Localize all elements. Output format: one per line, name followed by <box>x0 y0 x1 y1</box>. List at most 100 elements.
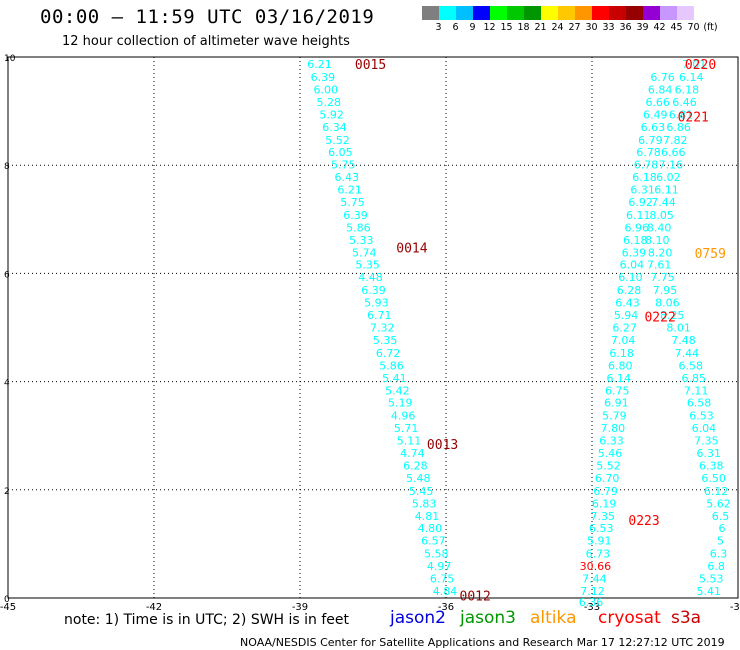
wave-height-label: 6.31 <box>697 447 722 460</box>
wave-height-label: 6.39 <box>311 71 336 84</box>
wave-height-label: 6.50 <box>701 472 726 485</box>
page-subtitle: 12 hour collection of altimeter wave hei… <box>62 34 350 49</box>
wave-height-label: 5.52 <box>325 134 350 147</box>
y-tick-label: 0 <box>4 595 10 605</box>
wave-height-label: 6.27 <box>612 322 637 335</box>
wave-height-label: 6.76 <box>650 71 675 84</box>
wave-height-label: 6.57 <box>421 535 446 548</box>
wave-height-label: 6.43 <box>615 297 640 310</box>
wave-height-label: 6.11 <box>626 209 651 222</box>
scale-swatch <box>558 6 575 20</box>
wave-height-label: 5.62 <box>706 497 731 510</box>
wave-height-label: 6.84 <box>648 83 673 96</box>
scale-label: 3 <box>435 22 442 33</box>
wave-height-label: 6.02 <box>656 171 681 184</box>
wave-height-label: 6.70 <box>595 472 620 485</box>
wave-height-label: 6.21 <box>307 58 332 71</box>
wave-height-label: 6.86 <box>666 121 691 134</box>
wave-height-label: 7.16 <box>659 159 684 172</box>
scale-swatch <box>507 6 524 20</box>
wave-height-label: 5.75 <box>340 196 365 209</box>
wave-height-label: 7.12 <box>580 585 605 598</box>
scale-label: 18 <box>517 22 530 33</box>
wave-height-label: 5.86 <box>346 221 371 234</box>
wave-height-label: 8.40 <box>647 221 672 234</box>
wave-height-label: 6.49 <box>643 108 668 121</box>
wave-height-label: 6.28 <box>403 459 428 472</box>
page-title: 00:00 – 11:59 UTC 03/16/2019 <box>40 6 375 28</box>
y-tick-label: 2 <box>4 487 10 497</box>
scale-swatch <box>490 6 507 20</box>
satellite-legend-altika: altika <box>530 608 577 628</box>
wave-height-label: 7.35 <box>590 510 615 523</box>
wave-height-label: 6.34 <box>322 121 347 134</box>
scale-label: 27 <box>568 22 581 33</box>
x-tick-label: -30 <box>730 602 740 613</box>
scale-label: 12 <box>483 22 496 33</box>
wave-height-label: 6.46 <box>672 96 697 109</box>
wave-height-label: 7.44 <box>675 347 700 360</box>
wave-height-label: 5.33 <box>349 234 374 247</box>
wave-height-label: 6.91 <box>604 397 629 410</box>
scale-swatch <box>643 6 660 20</box>
wave-height-label: 6.36 <box>579 596 604 609</box>
scale-label: 9 <box>469 22 476 33</box>
wave-height-label: 5.52 <box>596 459 621 472</box>
wave-height-label: 5.28 <box>316 96 341 109</box>
scale-swatch <box>473 6 490 20</box>
wave-height-label: 7.35 <box>694 435 719 448</box>
wave-height-label: 5.91 <box>587 535 612 548</box>
wave-height-label: 7.48 <box>671 334 696 347</box>
scale-label: 45 <box>670 22 683 33</box>
wave-height-label: 5.53 <box>699 573 724 586</box>
wave-height-label: 7.75 <box>650 271 675 284</box>
scale-swatch <box>660 6 677 20</box>
scale-label: 21 <box>534 22 547 33</box>
wave-height-label: 6.38 <box>699 459 724 472</box>
wave-height-label: 6.81 <box>669 108 694 121</box>
scale-label: 33 <box>602 22 615 33</box>
wave-height-label: 6.04 <box>620 259 645 272</box>
wave-height-label: 5.83 <box>412 497 437 510</box>
satellite-legend-jason3: jason3 <box>460 608 516 628</box>
wave-height-label: 6.18 <box>632 171 657 184</box>
scale-swatch <box>575 6 592 20</box>
track-time-label: 0220 <box>685 58 716 73</box>
scale-label: 30 <box>585 22 598 33</box>
wave-height-label: 6.79 <box>638 134 663 147</box>
wave-height-label: 5.11 <box>397 435 422 448</box>
scale-swatch <box>626 6 643 20</box>
wave-height-label: 6.31 <box>630 184 655 197</box>
scale-swatch <box>422 6 439 20</box>
track-time-label: 0012 <box>460 589 491 604</box>
track-time-label: 0221 <box>678 111 709 126</box>
wave-height-label: 6.79 <box>593 485 618 498</box>
wave-height-label: 6.92 <box>628 196 653 209</box>
y-tick-label: 6 <box>4 270 10 280</box>
wave-height-label: 5.41 <box>382 372 407 385</box>
plot-frame <box>7 56 739 599</box>
wave-height-label: 5.86 <box>379 359 404 372</box>
wave-height-label: 6.78 <box>634 159 659 172</box>
wave-height-label: 6.28 <box>617 284 642 297</box>
wave-height-label: 8.10 <box>645 234 670 247</box>
scale-label: (ft) <box>703 22 718 33</box>
wave-height-label: 6.39 <box>343 209 368 222</box>
wave-height-label: 6.75 <box>430 573 455 586</box>
wave-height-label: 6.21 <box>337 184 362 197</box>
wave-height-label: 6.10 <box>618 271 643 284</box>
wave-height-label: 6 <box>718 522 725 535</box>
scale-swatch <box>694 6 711 20</box>
wave-height-label: 5.35 <box>373 334 398 347</box>
wave-height-label: 5.35 <box>355 259 380 272</box>
wave-height-label: 6.58 <box>687 397 712 410</box>
track-time-label: 0013 <box>427 438 458 453</box>
scale-swatch <box>524 6 541 20</box>
wave-height-label: 6.43 <box>334 171 359 184</box>
scale-label: 70 <box>687 22 700 33</box>
wave-height-label: 6.18 <box>609 347 634 360</box>
wave-height-color-scale <box>422 6 711 20</box>
satellite-legend-jason2: jason2 <box>390 608 446 628</box>
wave-height-label: 6.96 <box>625 221 650 234</box>
satellite-legend-cryosat: cryosat <box>598 608 661 628</box>
